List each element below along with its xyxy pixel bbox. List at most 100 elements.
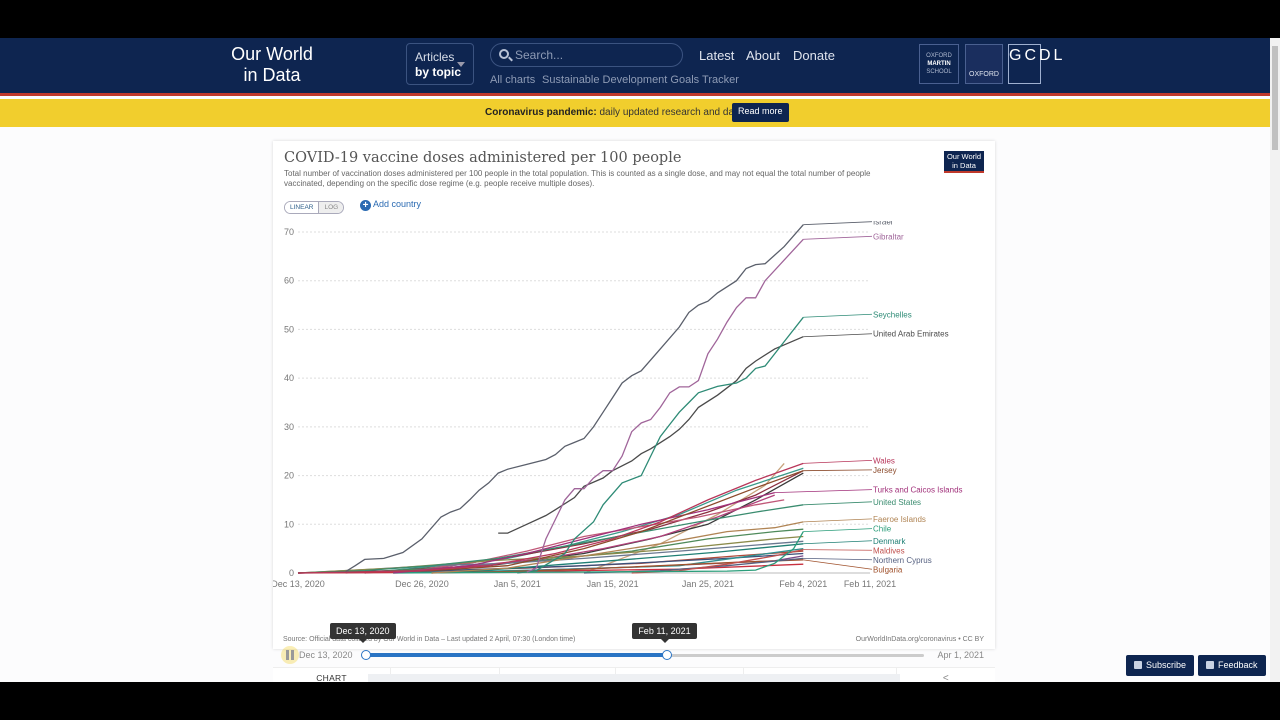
- play-highlight: [281, 646, 299, 664]
- label-connector: [803, 469, 873, 472]
- series-label[interactable]: Faeroe Islands: [873, 515, 926, 524]
- scale-linear-button[interactable]: LINEAR: [285, 202, 320, 213]
- series-label[interactable]: United Arab Emirates: [873, 330, 949, 339]
- university-of-oxford-logo[interactable]: OXFORD: [965, 44, 1003, 84]
- y-tick-label: 30: [284, 422, 294, 432]
- series-label[interactable]: Turks and Caicos Islands: [873, 486, 963, 495]
- banner-text: Coronavirus pandemic: daily updated rese…: [485, 107, 745, 118]
- label-connector: [803, 313, 873, 318]
- search-icon: [499, 49, 509, 59]
- series-line-wales[interactable]: [297, 462, 804, 574]
- search-input[interactable]: Search...: [490, 43, 683, 67]
- source-note: Source: Official data collated by Our Wo…: [283, 636, 576, 643]
- browser-viewport: Our World in Data Articles by topic Sear…: [0, 38, 1280, 682]
- y-tick-label: 0: [289, 568, 294, 578]
- source-url[interactable]: OurWorldInData.org/coronavirus • CC BY: [855, 636, 984, 643]
- timeline-end-handle[interactable]: Feb 11, 2021: [632, 623, 697, 660]
- nav-about[interactable]: About: [746, 48, 780, 63]
- series-line-israel[interactable]: [345, 224, 804, 573]
- series-label[interactable]: Jersey: [873, 466, 897, 475]
- banner-bold: Coronavirus pandemic:: [485, 107, 597, 118]
- coronavirus-banner: Coronavirus pandemic: daily updated rese…: [0, 99, 1270, 127]
- series-label[interactable]: Gibraltar: [873, 232, 904, 241]
- series-line-gibraltar[interactable]: [526, 238, 804, 573]
- series-label[interactable]: Denmark: [873, 537, 906, 546]
- x-tick-label: Jan 25, 2021: [682, 579, 734, 589]
- content-below-fold: [368, 674, 900, 682]
- scale-log-button[interactable]: LOG: [319, 202, 344, 213]
- y-tick-label: 10: [284, 519, 294, 529]
- x-tick-label: Dec 26, 2020: [395, 579, 449, 589]
- oms-line-1: OXFORD: [926, 53, 952, 59]
- series-line-united-states[interactable]: [297, 504, 804, 574]
- label-connector: [803, 557, 873, 561]
- y-tick-label: 40: [284, 373, 294, 383]
- owid-badge[interactable]: Our World in Data: [944, 151, 984, 173]
- vertical-scrollbar[interactable]: [1270, 38, 1280, 682]
- top-navigation: Our World in Data Articles by topic Sear…: [0, 38, 1270, 96]
- caret-down-icon: [457, 62, 465, 67]
- articles-label: Articles: [415, 50, 455, 64]
- read-more-button[interactable]: Read more: [732, 103, 789, 122]
- label-connector: [803, 235, 873, 240]
- label-connector: [774, 489, 873, 494]
- y-tick-label: 20: [284, 471, 294, 481]
- site-logo[interactable]: Our World in Data: [222, 44, 322, 86]
- y-tick-label: 70: [284, 227, 294, 237]
- scrollbar-thumb[interactable]: [1272, 46, 1278, 150]
- series-label[interactable]: United States: [873, 498, 921, 507]
- subnav-sdg-tracker[interactable]: Sustainable Development Goals Tracker: [542, 74, 739, 86]
- label-connector: [803, 518, 873, 523]
- x-tick-label: Jan 15, 2021: [587, 579, 639, 589]
- add-country-button[interactable]: + Add country: [360, 199, 421, 211]
- nav-latest[interactable]: Latest: [699, 48, 735, 63]
- series-line-turks-and-caicos-islands[interactable]: [393, 491, 775, 574]
- chart-card: COVID-19 vaccine doses administered per …: [273, 141, 995, 682]
- subscribe-button[interactable]: Subscribe: [1126, 655, 1195, 676]
- gcdl-logo[interactable]: GCDL: [1008, 44, 1062, 84]
- line-chart: 0 10 20 30 40 50 60 70 Israel Gibraltar Seychelle…: [273, 221, 963, 589]
- timeline-end-label: Apr 1, 2021: [937, 650, 984, 660]
- series-line-jersey[interactable]: [297, 470, 804, 574]
- series-line-bulgaria[interactable]: [431, 559, 804, 574]
- x-tick-label: Feb 4, 2021: [779, 579, 827, 589]
- logo-line-1: Our World: [231, 44, 313, 64]
- nav-donate[interactable]: Donate: [793, 48, 835, 63]
- subnav-all-charts[interactable]: All charts: [490, 74, 536, 86]
- envelope-icon: [1134, 661, 1142, 669]
- pause-icon[interactable]: [285, 650, 295, 660]
- oms-line-3: SCHOOL: [926, 69, 952, 75]
- series-line-united-arab-emirates[interactable]: [498, 336, 804, 534]
- series-label[interactable]: Israel: [873, 221, 893, 227]
- timeline-start-handle[interactable]: Dec 13, 2020: [330, 623, 396, 660]
- oms-line-2: MARTIN: [927, 61, 951, 67]
- feedback-button[interactable]: Feedback: [1198, 655, 1266, 676]
- oxford-martin-school-logo[interactable]: OXFORD MARTIN SCHOOL: [919, 44, 959, 84]
- label-connector: [803, 459, 873, 464]
- series-line-other-tan-[interactable]: [583, 462, 785, 574]
- label-connector: [803, 221, 873, 226]
- series-label[interactable]: Bulgaria: [873, 565, 903, 574]
- series-label[interactable]: Wales: [873, 456, 895, 465]
- by-topic-label: by topic: [415, 65, 462, 79]
- articles-by-topic-button[interactable]: Articles by topic: [406, 43, 474, 85]
- add-country-label: Add country: [373, 199, 422, 209]
- y-tick-label: 50: [284, 324, 294, 334]
- label-connector: [803, 549, 873, 551]
- series-label[interactable]: Chile: [873, 525, 892, 534]
- start-tooltip: Dec 13, 2020: [330, 623, 396, 643]
- tab-share[interactable]: <: [897, 668, 995, 682]
- feedback-label: Feedback: [1218, 660, 1258, 670]
- label-connector: [803, 333, 873, 338]
- label-connector: [803, 501, 873, 506]
- series-line-chile[interactable]: [393, 531, 804, 574]
- timeline: Dec 13, 2020 Dec 13, 2020 Feb 11, 2021 A…: [273, 623, 995, 664]
- speech-bubble-icon: [1206, 661, 1214, 669]
- subscribe-label: Subscribe: [1146, 660, 1187, 670]
- series-label[interactable]: Northern Cyprus: [873, 556, 932, 565]
- series-line-seychelles[interactable]: [517, 316, 804, 574]
- series-label[interactable]: Maldives: [873, 546, 905, 555]
- share-icon: <: [942, 673, 950, 682]
- series-line-faeroe-islands[interactable]: [431, 521, 804, 574]
- series-label[interactable]: Seychelles: [873, 310, 912, 319]
